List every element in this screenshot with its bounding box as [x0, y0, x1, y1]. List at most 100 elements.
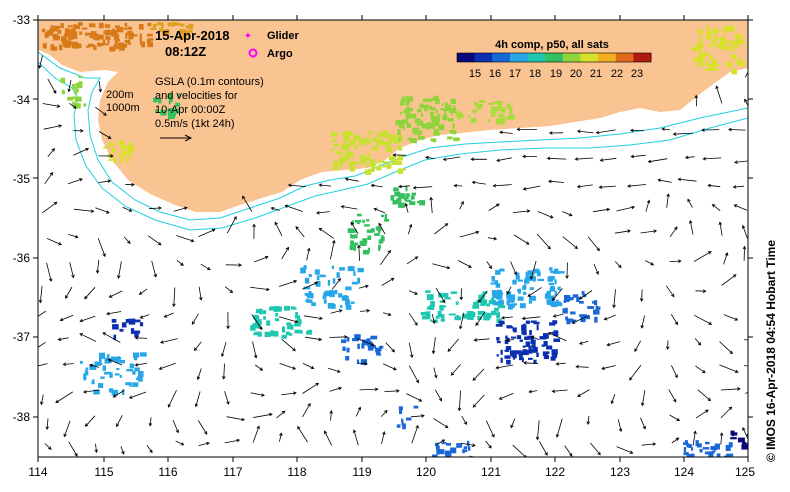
velocity-arrow: [59, 314, 74, 322]
sst-pixel: [527, 270, 533, 273]
sst-pixel: [42, 43, 47, 49]
sst-pixel: [108, 388, 114, 393]
sst-pixel: [290, 306, 296, 310]
sst-pixel: [696, 29, 700, 32]
sst-pixel: [367, 168, 375, 173]
velocity-arrow: [84, 415, 96, 427]
sst-pixel: [146, 38, 152, 44]
velocity-arrow: [172, 287, 176, 308]
sst-pixel: [356, 359, 360, 365]
sst-pixel: [698, 56, 704, 62]
velocity-arrow: [194, 391, 201, 408]
sst-pixel: [350, 165, 356, 169]
sst-pixel: [113, 334, 117, 341]
sst-pixel: [472, 305, 480, 309]
sst-pixel: [711, 59, 717, 66]
sst-pixel: [726, 453, 734, 457]
sst-pixel: [598, 306, 601, 310]
sst-pixel: [456, 443, 462, 448]
sst-pixel: [708, 451, 714, 457]
sst-pixel: [525, 320, 530, 324]
velocity-arrow: [287, 183, 306, 188]
sst-pixel: [413, 129, 419, 135]
sst-pixel: [402, 423, 406, 430]
sst-pixel: [109, 46, 116, 52]
sst-pixel: [450, 98, 456, 105]
sst-pixel: [96, 362, 103, 365]
sst-pixel: [104, 371, 111, 375]
sst-pixel: [60, 77, 66, 84]
sst-pixel: [716, 453, 721, 457]
velocity-arrow: [434, 223, 449, 235]
velocity-arrow: [406, 393, 423, 402]
velocity-arrow: [434, 389, 443, 402]
sst-pixel: [726, 45, 731, 52]
velocity-arrow: [475, 311, 486, 327]
sst-pixel: [580, 314, 587, 318]
velocity-arrow: [510, 418, 516, 429]
sst-pixel: [394, 191, 401, 197]
sst-pixel: [496, 354, 499, 357]
velocity-arrow: [373, 207, 386, 214]
sst-pixel: [726, 61, 733, 67]
sst-pixel: [147, 33, 153, 37]
velocity-arrow: [359, 387, 379, 391]
sst-pixel: [129, 152, 132, 158]
velocity-arrow: [370, 183, 383, 188]
sst-pixel: [444, 297, 451, 300]
velocity-arrow: [68, 441, 78, 457]
sst-pixel: [50, 25, 54, 28]
sst-pixel: [697, 60, 704, 63]
colorbar-cell: [492, 53, 511, 62]
velocity-arrow: [523, 361, 539, 365]
velocity-arrow: [42, 201, 58, 214]
sst-pixel: [361, 159, 367, 162]
sst-pixel: [271, 330, 275, 336]
sst-pixel: [397, 168, 403, 174]
velocity-arrow: [380, 249, 391, 266]
y-tick-label: -37: [13, 330, 31, 344]
sst-pixel: [435, 118, 440, 123]
sst-pixel: [739, 61, 746, 67]
sst-pixel: [500, 349, 503, 355]
sst-pixel: [357, 213, 362, 217]
x-tick-label: 119: [352, 465, 371, 479]
velocity-arrow: [641, 442, 657, 446]
velocity-arrow: [510, 261, 517, 276]
velocity-arrow: [331, 277, 341, 290]
sst-pixel: [126, 157, 129, 164]
sst-pixel: [345, 131, 353, 136]
velocity-arrow: [69, 262, 75, 279]
velocity-arrow: [340, 205, 358, 210]
sst-pixel: [529, 295, 536, 301]
sst-pixel: [104, 24, 111, 28]
sst-pixel: [455, 301, 459, 305]
velocity-arrow: [410, 414, 425, 418]
sst-pixel: [114, 32, 117, 35]
sst-pixel: [403, 109, 411, 114]
velocity-arrow: [521, 316, 541, 321]
x-tick-label: 121: [481, 465, 501, 479]
sst-pixel: [467, 115, 471, 118]
velocity-arrow: [250, 286, 270, 292]
sst-pixel: [733, 39, 737, 42]
sst-pixel: [477, 310, 485, 315]
velocity-arrow: [530, 335, 540, 341]
colorbar: 4h comp, p50, all sats 15 16 17 18 19 20…: [456, 39, 652, 80]
velocity-arrow: [38, 310, 47, 317]
sst-pixel: [444, 104, 452, 110]
sst-pixel: [507, 300, 515, 303]
sst-pixel: [496, 337, 500, 341]
sst-pixel: [731, 54, 737, 60]
velocity-arrow: [302, 281, 318, 290]
velocity-arrow: [457, 260, 472, 268]
sst-pixel: [405, 100, 410, 106]
sst-pixel: [138, 375, 143, 382]
velocity-arrow: [719, 341, 734, 355]
sst-pixel: [696, 62, 703, 67]
velocity-arrow: [471, 180, 486, 185]
sst-pixel: [314, 269, 320, 275]
sst-pixel: [345, 286, 352, 291]
colorbar-tick: 20: [570, 68, 582, 80]
velocity-arrow: [148, 417, 153, 427]
